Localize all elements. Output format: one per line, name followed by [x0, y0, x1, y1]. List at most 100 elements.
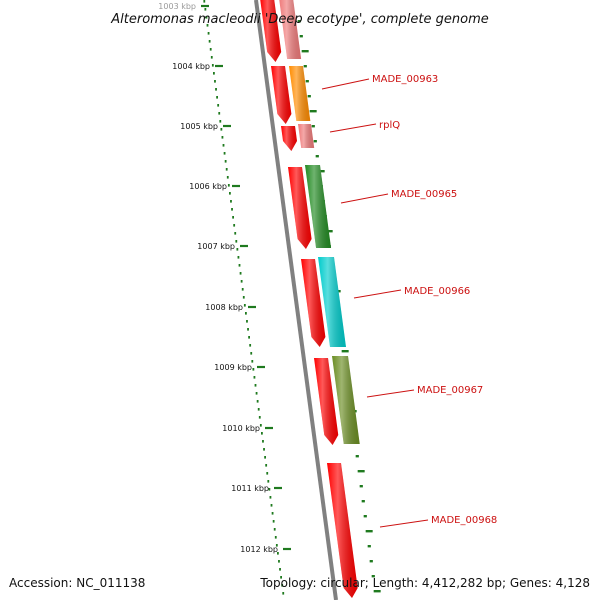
ruler-dot — [253, 376, 256, 379]
ruler-dot — [225, 168, 228, 171]
outer-tick — [369, 560, 373, 563]
ruler-dot — [221, 136, 224, 139]
ruler-dot — [226, 176, 229, 179]
gene-label: MADE_00967 — [417, 385, 483, 396]
ruler-dot — [204, 8, 207, 11]
ruler-dot — [257, 408, 260, 411]
outer-tick — [373, 590, 381, 593]
outer-tick — [325, 230, 333, 233]
ruler-dot — [279, 568, 281, 571]
ruler-dot — [235, 240, 238, 243]
kbp-label: 1008 kbp — [205, 303, 243, 312]
ruler-dot — [209, 48, 212, 51]
kbp-label: 1011 kbp — [231, 484, 269, 493]
ruler-dot — [272, 520, 275, 523]
ruler-dot — [263, 448, 265, 451]
cds-arrow-shading — [314, 358, 339, 445]
ruler-dot — [265, 464, 268, 467]
outer-tick — [341, 350, 349, 353]
gene-labels: MADE_00963 rplQ MADE_00965 MADE_00966 MADE_0… — [321, 74, 497, 528]
ruler-dot — [268, 488, 271, 491]
ruler-dot — [261, 432, 263, 435]
cds-arrow-shading — [260, 0, 282, 62]
ruler-dot — [248, 336, 250, 339]
gene-block-made-00967-shading — [332, 356, 360, 444]
kbp-label: 1006 kbp — [189, 182, 227, 191]
ruler-dot — [264, 456, 266, 459]
outer-tick — [367, 545, 371, 548]
ruler-dot — [273, 528, 276, 531]
gene-block-upstream — [279, 0, 302, 59]
ruler-dot — [203, 0, 206, 3]
gene-block-made-00966 — [318, 257, 346, 347]
gene-track — [279, 0, 360, 444]
gene-label: MADE_00965 — [391, 189, 457, 200]
ruler-dot — [205, 16, 208, 19]
ruler-dot — [241, 288, 244, 291]
ruler-dot — [242, 296, 245, 299]
cds-arrow-shading — [327, 463, 358, 598]
cds-arrow-shading — [281, 126, 297, 151]
ruler-dot — [227, 184, 230, 187]
gene-block-made-00963 — [289, 66, 311, 121]
ruler-dot — [208, 40, 211, 43]
ruler-dot — [262, 440, 264, 443]
ruler-dot — [236, 248, 239, 251]
ruler-dot — [230, 200, 232, 203]
gene-block-made-00963-shading — [289, 66, 311, 121]
outer-tick — [357, 470, 365, 473]
gene-block-made-00967 — [332, 356, 360, 444]
ruler-dot — [213, 72, 215, 75]
ruler-dot — [224, 160, 227, 163]
gene-block-made-00965-shading — [305, 165, 332, 248]
map-title: Alteromonas macleodii 'Deep ecotype', co… — [110, 12, 488, 27]
ruler-dot — [258, 416, 261, 419]
ruler-dot — [266, 472, 269, 475]
cds-track — [260, 0, 358, 598]
ruler-dot — [232, 216, 234, 219]
ruler-dot — [229, 192, 231, 195]
outer-tick — [301, 50, 309, 53]
ruler-dot — [282, 592, 285, 595]
gene-label: MADE_00968 — [431, 515, 497, 526]
ruler-dot — [238, 264, 241, 267]
outer-tick — [307, 95, 311, 98]
cds-arrow — [327, 463, 358, 598]
outer-tick — [361, 500, 365, 503]
outer-tick — [313, 140, 317, 143]
ruler-dot — [267, 480, 270, 483]
ruler-dot — [233, 224, 236, 227]
gene-block-upstream-shading — [279, 0, 302, 59]
kbp-label: 1010 kbp — [222, 424, 260, 433]
label-leader-line — [329, 123, 377, 133]
cds-arrow — [288, 167, 312, 249]
gene-block-made-00965 — [305, 165, 332, 248]
ruler-dot — [255, 392, 258, 395]
ruler-dot — [210, 56, 213, 59]
ruler-dot — [259, 424, 262, 427]
ruler-dot — [256, 400, 259, 403]
ruler-dot — [211, 64, 214, 67]
outer-tick — [303, 65, 307, 68]
outer-tick — [299, 35, 303, 38]
ruler-dot — [219, 120, 222, 123]
genome-backbone — [254, 0, 338, 600]
ruler-dot — [247, 328, 249, 331]
ruler-dot — [216, 96, 218, 99]
gene-block-rplq — [298, 124, 315, 148]
ruler-dot — [280, 576, 282, 579]
outer-tick — [355, 455, 359, 458]
gene-label: MADE_00963 — [372, 74, 438, 85]
ruler-dot — [270, 504, 273, 507]
ruler-dot — [222, 144, 225, 147]
ruler-dot — [217, 104, 220, 107]
ruler-dot — [234, 232, 237, 235]
outer-tick — [359, 485, 363, 488]
gene-block-made-00966-shading — [318, 257, 346, 347]
cds-arrow — [281, 126, 297, 151]
outer-tick — [363, 515, 367, 518]
ruler-dot — [214, 80, 216, 83]
ruler-dot — [254, 384, 257, 387]
cds-arrow — [314, 358, 339, 445]
